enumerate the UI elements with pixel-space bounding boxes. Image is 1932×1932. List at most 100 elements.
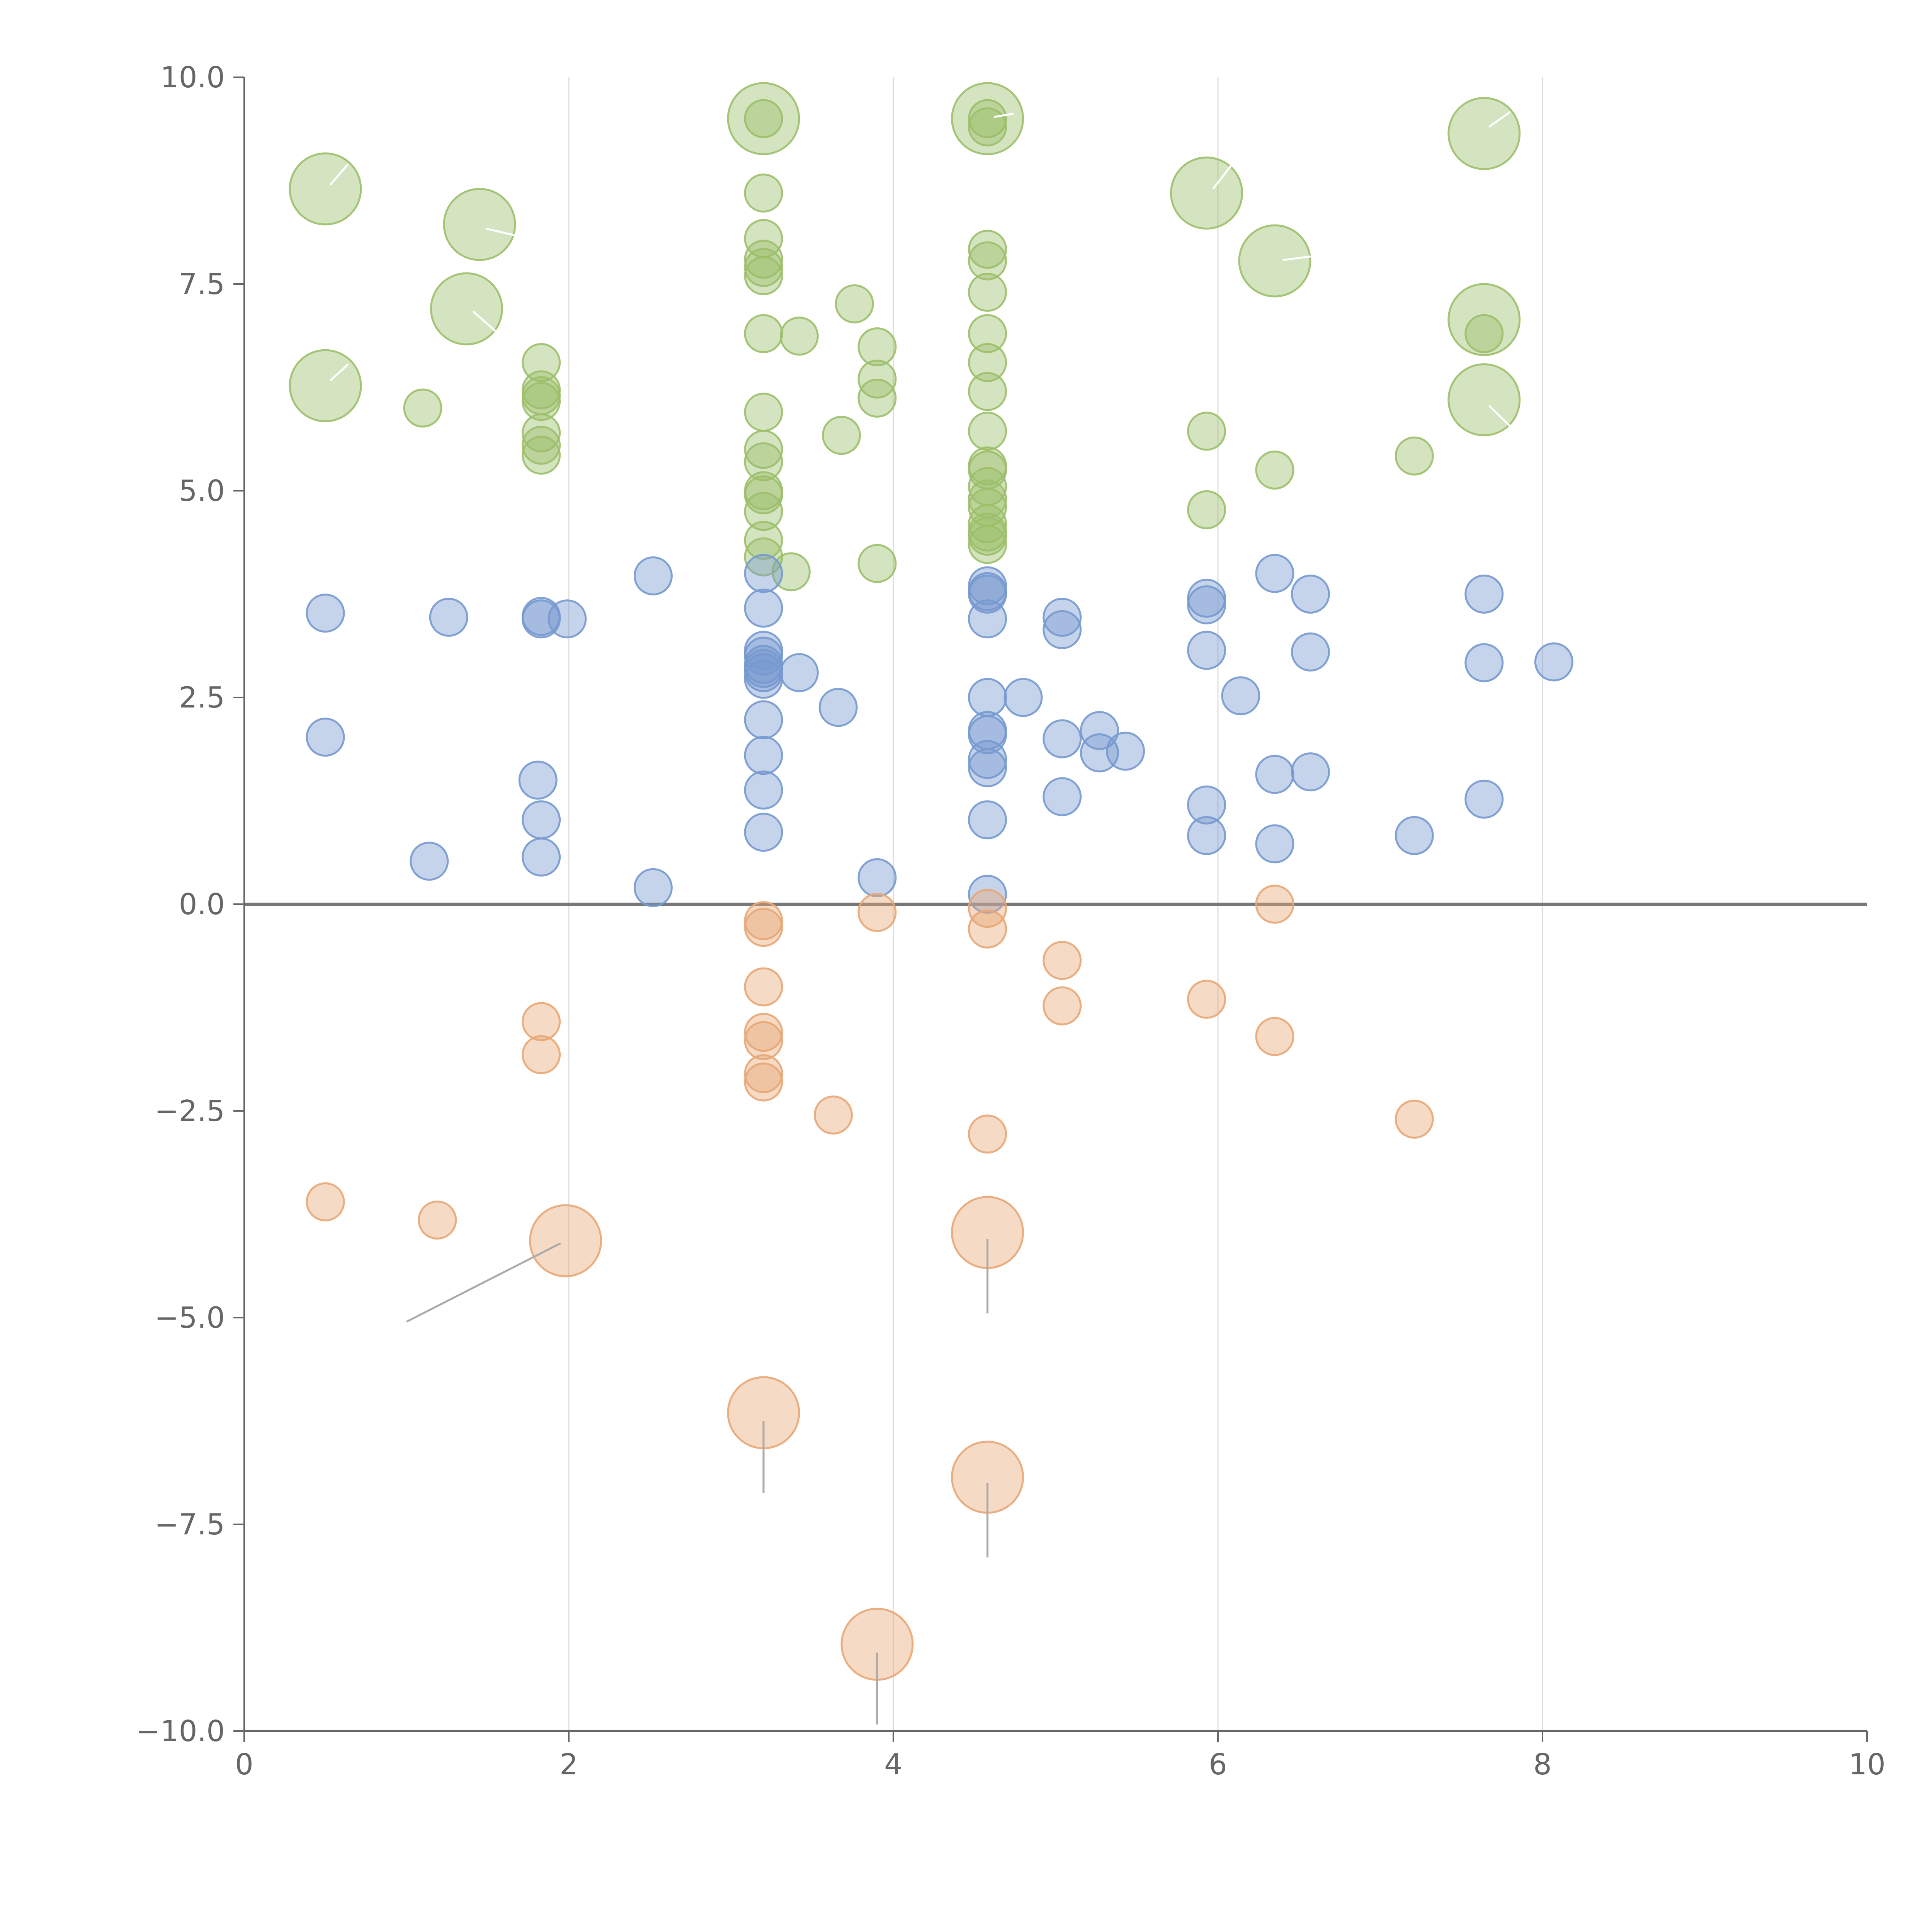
leader-line — [472, 310, 498, 334]
data-point — [522, 1035, 561, 1074]
data-point — [968, 748, 1007, 787]
data-point — [430, 272, 503, 345]
data-point — [522, 425, 561, 465]
data-point — [410, 842, 449, 881]
data-point — [1106, 731, 1145, 771]
data-point — [1255, 884, 1294, 924]
data-point — [744, 1054, 783, 1094]
data-point — [289, 152, 362, 226]
data-point — [857, 327, 897, 367]
data-point — [1187, 980, 1226, 1019]
data-point — [518, 760, 558, 800]
leader-lines — [329, 111, 1511, 1725]
data-point — [1395, 816, 1434, 855]
data-point — [857, 544, 897, 583]
data-points — [289, 82, 1573, 1681]
data-point — [744, 475, 783, 515]
data-point — [744, 173, 783, 213]
data-point — [633, 556, 673, 595]
data-point — [1464, 575, 1504, 614]
data-point — [968, 1114, 1007, 1154]
data-point — [1255, 755, 1294, 794]
data-point — [968, 504, 1007, 544]
data-point — [1003, 678, 1043, 717]
data-point — [744, 248, 783, 287]
data-point — [744, 256, 783, 296]
data-point — [1221, 676, 1260, 716]
data-point — [968, 107, 1007, 146]
data-point — [1187, 585, 1226, 624]
data-point — [968, 909, 1007, 949]
data-point — [968, 800, 1007, 840]
data-point — [522, 413, 561, 452]
data-point — [1395, 1099, 1434, 1139]
data-point — [529, 1204, 602, 1277]
data-point — [968, 412, 1007, 451]
data-point — [744, 99, 783, 138]
x-tick-label: 8 — [1533, 1747, 1552, 1781]
data-point — [744, 588, 783, 628]
data-point — [1395, 436, 1434, 476]
leader-line — [329, 163, 349, 185]
x-tick-label: 6 — [1209, 1747, 1227, 1781]
data-point — [727, 82, 800, 155]
data-point — [744, 1013, 783, 1052]
data-point — [744, 700, 783, 740]
data-point — [522, 435, 561, 475]
data-point — [1043, 719, 1082, 759]
data-point — [1534, 642, 1573, 682]
data-point — [633, 868, 673, 907]
data-point — [522, 800, 561, 840]
data-point — [1170, 156, 1243, 230]
data-point — [1187, 490, 1226, 529]
data-point — [1464, 643, 1504, 682]
y-tick-label: 10.0 — [160, 60, 225, 94]
data-point — [744, 554, 783, 593]
data-point — [306, 718, 345, 757]
data-point — [968, 740, 1007, 779]
data-point — [744, 908, 783, 947]
data-point — [744, 813, 783, 852]
data-point — [522, 343, 561, 382]
data-point — [744, 240, 783, 279]
data-point — [1080, 711, 1119, 750]
leader-line — [1488, 405, 1511, 427]
data-point — [1255, 1017, 1294, 1056]
x-tick-label: 4 — [884, 1747, 903, 1781]
data-point — [418, 1200, 457, 1240]
data-point — [1187, 631, 1226, 670]
data-point — [744, 636, 783, 676]
data-point — [744, 442, 783, 481]
data-point — [1043, 941, 1082, 980]
data-point — [1291, 575, 1330, 614]
data-point — [1043, 597, 1082, 637]
data-point — [522, 382, 561, 421]
y-tick-label: −7.5 — [155, 1507, 225, 1541]
y-tick-label: 7.5 — [179, 267, 225, 301]
data-point — [443, 188, 516, 261]
data-point — [968, 343, 1007, 382]
x-tick-label: 10 — [1849, 1747, 1885, 1781]
data-point — [744, 430, 783, 469]
data-point — [968, 230, 1007, 269]
data-point — [857, 893, 897, 932]
leader-line — [406, 1242, 561, 1323]
data-point — [835, 284, 874, 323]
data-point — [1187, 785, 1226, 825]
data-point — [1464, 779, 1504, 819]
data-point — [1291, 752, 1330, 792]
data-point — [968, 874, 1007, 914]
data-point — [1187, 412, 1226, 451]
leader-line — [993, 112, 1014, 118]
y-tick-label: 2.5 — [179, 680, 225, 714]
data-point — [814, 1095, 853, 1135]
data-point — [968, 272, 1007, 312]
data-point — [857, 378, 897, 418]
data-point — [744, 393, 783, 432]
x-tick-label: 2 — [560, 1747, 578, 1781]
data-point — [818, 688, 858, 727]
data-point — [779, 316, 819, 356]
data-point — [744, 660, 783, 699]
data-point — [857, 858, 897, 898]
